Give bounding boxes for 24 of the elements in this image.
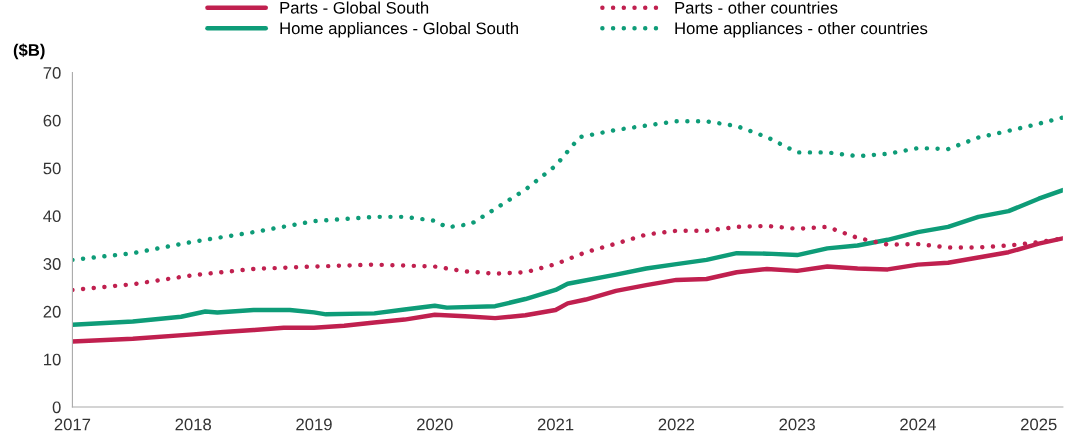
- y-tick-label: 50: [43, 162, 61, 175]
- x-tick-label: 2017: [54, 418, 91, 431]
- y-tick-label: 20: [43, 305, 61, 318]
- x-tick-label: 2020: [417, 418, 453, 431]
- x-tick-label: 2024: [900, 418, 936, 431]
- x-tick-label: 2023: [779, 418, 815, 431]
- x-tick-label: 2019: [296, 418, 332, 431]
- y-tick-label: 30: [43, 258, 61, 270]
- legend-label: Home appliances - Global South: [280, 22, 518, 38]
- y-tick-label: 0: [52, 401, 61, 414]
- y-tick-label: 70: [43, 67, 61, 79]
- x-tick-label: 2021: [537, 418, 574, 431]
- x-tick-label: 2018: [175, 418, 212, 431]
- x-tick-label: 2025: [1021, 418, 1057, 431]
- legend-label: Parts - Global South: [280, 1, 429, 14]
- legend-label: Home appliances - other countries: [675, 22, 928, 38]
- x-tick-label: 2022: [658, 418, 695, 431]
- y-tick-label: 60: [43, 114, 61, 127]
- line-series: [72, 187, 1063, 328]
- y-tick-label: 40: [43, 210, 61, 223]
- line-series: [72, 115, 1063, 263]
- y-tick-label: 10: [44, 353, 61, 366]
- legend-label: Parts - other countries: [675, 1, 838, 14]
- y-axis-title: ($B): [13, 43, 45, 60]
